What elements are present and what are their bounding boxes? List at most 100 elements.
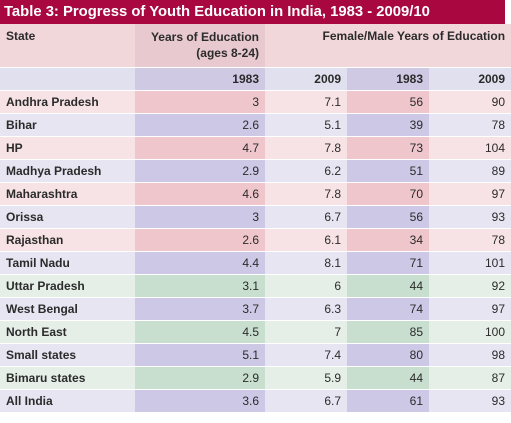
edu-2009-cell: 7	[265, 320, 347, 344]
education-table: State Years of Education (ages 8-24) Fem…	[0, 24, 511, 413]
year-header-row: 1983 2009 1983 2009	[0, 67, 511, 91]
edu-1983-cell: 3	[135, 205, 265, 229]
edu-2009-cell: 6.1	[265, 228, 347, 252]
state-cell: Maharashtra	[0, 182, 135, 206]
fm-1983-cell: 51	[347, 159, 429, 183]
fm-2009-cell: 98	[429, 343, 511, 367]
state-cell: North East	[0, 320, 135, 344]
fm-2009-cell: 101	[429, 251, 511, 275]
state-cell: Rajasthan	[0, 228, 135, 252]
state-cell: Madhya Pradesh	[0, 159, 135, 183]
edu-2009-cell: 6.7	[265, 389, 347, 413]
fm-2009-cell: 100	[429, 320, 511, 344]
table-row: Andhra Pradesh 3 7.1 56 90	[0, 90, 511, 114]
fm-1983-cell: 56	[347, 205, 429, 229]
edu-2009-cell: 7.1	[265, 90, 347, 114]
state-cell: All India	[0, 389, 135, 413]
fm-2009-cell: 78	[429, 228, 511, 252]
edu-1983-cell: 3.1	[135, 274, 265, 298]
fm-2009-cell: 92	[429, 274, 511, 298]
table-row: Orissa 3 6.7 56 93	[0, 205, 511, 229]
state-cell: Andhra Pradesh	[0, 90, 135, 114]
years-education-header: Years of Education (ages 8-24)	[135, 24, 265, 68]
table-row: North East 4.5 7 85 100	[0, 320, 511, 344]
years-education-label: Years of Education	[150, 30, 259, 44]
fm-2009-cell: 78	[429, 113, 511, 137]
fm-2009-cell: 97	[429, 297, 511, 321]
state-cell: Tamil Nadu	[0, 251, 135, 275]
state-cell: Orissa	[0, 205, 135, 229]
state-cell: Small states	[0, 343, 135, 367]
edu-2009-cell: 7.4	[265, 343, 347, 367]
fm-1983-cell: 71	[347, 251, 429, 275]
table-row: Uttar Pradesh 3.1 6 44 92	[0, 274, 511, 298]
table-row: Small states 5.1 7.4 80 98	[0, 343, 511, 367]
edu-2009-header: 2009	[265, 67, 347, 91]
table-row: Bihar 2.6 5.1 39 78	[0, 113, 511, 137]
table-body: Andhra Pradesh 3 7.1 56 90 Bihar 2.6 5.1 39 78 HP 4…	[0, 90, 511, 413]
fm-1983-header: 1983	[347, 67, 429, 91]
edu-1983-cell: 4.5	[135, 320, 265, 344]
edu-1983-cell: 3.6	[135, 389, 265, 413]
edu-1983-cell: 2.9	[135, 366, 265, 390]
edu-1983-cell: 3	[135, 90, 265, 114]
fm-2009-cell: 93	[429, 389, 511, 413]
edu-1983-cell: 2.6	[135, 113, 265, 137]
fm-1983-cell: 73	[347, 136, 429, 160]
edu-2009-cell: 6.2	[265, 159, 347, 183]
edu-2009-cell: 7.8	[265, 182, 347, 206]
table-title: Table 3: Progress of Youth Education in …	[0, 0, 505, 24]
fm-1983-cell: 44	[347, 366, 429, 390]
fm-1983-cell: 56	[347, 90, 429, 114]
year-row-blank	[0, 67, 135, 91]
fm-1983-cell: 70	[347, 182, 429, 206]
table-row: West Bengal 3.7 6.3 74 97	[0, 297, 511, 321]
state-cell: HP	[0, 136, 135, 160]
table-row: HP 4.7 7.8 73 104	[0, 136, 511, 160]
edu-1983-cell: 3.7	[135, 297, 265, 321]
edu-2009-cell: 6	[265, 274, 347, 298]
table-row: Rajasthan 2.6 6.1 34 78	[0, 228, 511, 252]
fm-2009-cell: 90	[429, 90, 511, 114]
fm-2009-cell: 93	[429, 205, 511, 229]
fm-2009-header: 2009	[429, 67, 511, 91]
table-row: Maharashtra 4.6 7.8 70 97	[0, 182, 511, 206]
state-cell: Bimaru states	[0, 366, 135, 390]
edu-1983-cell: 4.6	[135, 182, 265, 206]
fm-1983-cell: 74	[347, 297, 429, 321]
fm-1983-cell: 44	[347, 274, 429, 298]
edu-2009-cell: 5.1	[265, 113, 347, 137]
table-row: All India 3.6 6.7 61 93	[0, 389, 511, 413]
edu-1983-cell: 2.9	[135, 159, 265, 183]
edu-1983-cell: 5.1	[135, 343, 265, 367]
edu-2009-cell: 6.7	[265, 205, 347, 229]
fm-1983-cell: 61	[347, 389, 429, 413]
edu-1983-cell: 4.7	[135, 136, 265, 160]
state-cell: Uttar Pradesh	[0, 274, 135, 298]
state-header: State	[0, 24, 135, 68]
fm-2009-cell: 104	[429, 136, 511, 160]
fm-2009-cell: 89	[429, 159, 511, 183]
fm-1983-cell: 85	[347, 320, 429, 344]
table-row: Bimaru states 2.9 5.9 44 87	[0, 366, 511, 390]
age-range-label: (ages 8-24)	[196, 46, 259, 60]
edu-2009-cell: 6.3	[265, 297, 347, 321]
fm-1983-cell: 39	[347, 113, 429, 137]
edu-2009-cell: 5.9	[265, 366, 347, 390]
state-cell: West Bengal	[0, 297, 135, 321]
edu-1983-cell: 4.4	[135, 251, 265, 275]
fm-1983-cell: 80	[347, 343, 429, 367]
edu-1983-header: 1983	[135, 67, 265, 91]
edu-1983-cell: 2.6	[135, 228, 265, 252]
edu-2009-cell: 8.1	[265, 251, 347, 275]
header-row: State Years of Education (ages 8-24) Fem…	[0, 24, 511, 68]
table-row: Madhya Pradesh 2.9 6.2 51 89	[0, 159, 511, 183]
female-male-header: Female/Male Years of Education	[265, 24, 511, 68]
fm-2009-cell: 97	[429, 182, 511, 206]
fm-2009-cell: 87	[429, 366, 511, 390]
table-row: Tamil Nadu 4.4 8.1 71 101	[0, 251, 511, 275]
edu-2009-cell: 7.8	[265, 136, 347, 160]
fm-1983-cell: 34	[347, 228, 429, 252]
state-cell: Bihar	[0, 113, 135, 137]
